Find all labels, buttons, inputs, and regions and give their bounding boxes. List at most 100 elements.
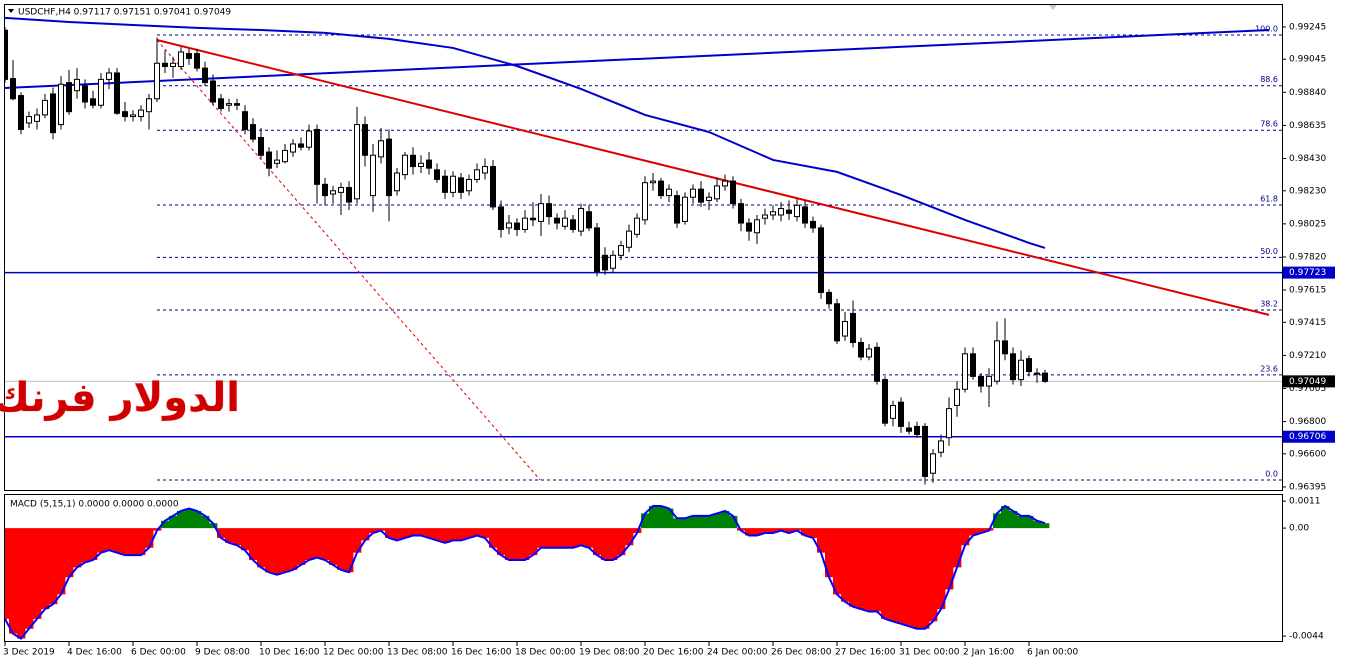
macd-y-tick-label: 0.00 [1289,524,1309,534]
candle-body [266,151,272,169]
macd-bar [17,528,26,639]
candle-body [858,341,864,358]
candle-body [154,62,160,100]
fib-label: 61.8 [1260,194,1278,203]
moving-average [5,16,1046,249]
macd-bar [513,528,522,561]
candle-body [906,427,912,432]
candle-body [602,254,608,271]
candle-body [410,154,416,168]
macd-bar [833,528,842,595]
candle-body [642,182,648,221]
candle-body [722,180,728,187]
candle-body [778,208,784,216]
candle-body [314,128,320,185]
main-panel [4,4,1283,491]
x-tick-label: 20 Dec 16:00 [643,648,704,658]
x-tick-label: 6 Dec 00:00 [131,648,186,658]
candle-body [522,217,528,231]
macd-bar [609,528,618,561]
macd-bar [705,515,714,529]
macd-bar [937,528,946,610]
macd-bar [433,528,442,541]
candle-body [338,187,344,193]
candle-body [418,162,424,168]
candle-body [34,114,40,122]
candle-body [5,29,8,80]
price-tag-label: 0.97723 [1289,268,1326,278]
macd-bar [145,528,154,548]
candle-body [914,425,920,435]
macd-bar [873,528,882,612]
macd-bar [185,508,194,529]
candle-body [354,124,360,200]
chart-header: USDCHF,H4 0.97117 0.97151 0.97041 0.9704… [18,8,231,18]
macd-bar [337,528,346,570]
x-tick-label: 12 Dec 00:00 [323,648,384,658]
candle-body [10,78,16,100]
macd-bar [169,515,178,529]
x-tick-label: 19 Dec 08:00 [579,648,640,658]
trendline [156,39,541,481]
macd-bar [241,528,250,551]
macd-bar [521,528,530,561]
macd-bar [601,528,610,561]
candle-body [162,62,168,67]
macd-bar [689,515,698,529]
macd-bar [329,528,338,565]
candle-body [82,85,88,103]
candle-body [658,180,664,197]
macd-bar [849,528,858,607]
macd-bar [977,528,986,534]
candle-body [58,83,64,126]
candle-body [834,303,840,342]
candle-body [586,211,592,229]
y-tick-label: 0.96800 [1289,417,1326,427]
candle-body [874,346,880,382]
macd-label: MACD (5,15,1) 0.0000 0.0000 0.0000 [10,500,179,510]
candle-body [514,222,520,231]
macd-bar [89,528,98,561]
candle-body [762,214,768,219]
candle-body [882,379,888,424]
candle-body [290,143,296,153]
macd-bar [729,515,738,529]
candle-body [970,353,976,377]
candle-body [610,254,616,269]
macd-bar [481,528,490,538]
candle-body [650,180,656,184]
macd-bar [321,528,330,561]
y-tick-label: 0.98025 [1289,219,1326,229]
macd-bar [537,528,546,548]
macd-bar [193,510,202,529]
candle-body [682,196,688,222]
candle-body [218,98,224,109]
candle-body [810,220,816,229]
macd-bar [673,518,682,529]
trendline [5,29,1270,89]
y-tick-label: 0.96395 [1289,482,1326,492]
y-tick-label: 0.99045 [1289,55,1326,65]
macd-bar [793,528,802,531]
candle-body [842,321,848,337]
candle-body [298,143,304,148]
macd-bar [801,528,810,536]
macd-bar [753,528,762,536]
candle-body [770,211,776,216]
candle-body [434,169,440,180]
price-tag-label: 0.97049 [1289,377,1326,387]
candle-body [962,353,968,390]
candle-body [394,172,400,192]
macd-bar [361,528,370,541]
macd-bar [25,528,34,629]
candle-body [66,82,72,113]
y-tick-label: 0.97210 [1289,351,1326,361]
candle-body [490,166,496,208]
candle-body [1002,340,1008,355]
candle-body [866,348,872,358]
macd-bar [121,528,130,556]
x-tick-label: 27 Dec 16:00 [835,648,896,658]
x-tick-label: 24 Dec 00:00 [707,648,768,658]
macd-bar [33,528,42,619]
